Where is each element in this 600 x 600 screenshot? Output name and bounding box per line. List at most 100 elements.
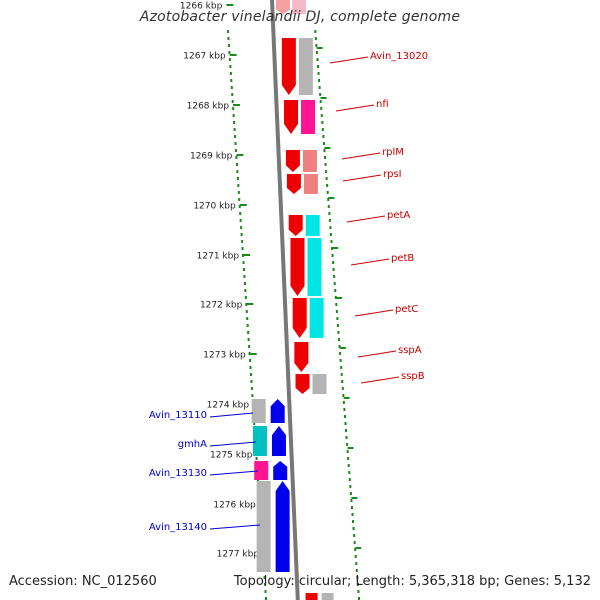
ruler-dot-right xyxy=(334,289,337,292)
ruler-dot-left xyxy=(236,177,239,180)
ruler-dot-right xyxy=(352,520,355,523)
cds-reverse-arrow xyxy=(273,461,288,480)
ruler-tick-label: 1270 kbp xyxy=(193,202,236,212)
ruler-dot-left xyxy=(237,184,240,187)
ruler-dot-left xyxy=(244,296,247,299)
ruler-dot-right xyxy=(331,254,334,257)
ruler-dot-right xyxy=(315,51,318,54)
gene-label-leader xyxy=(346,215,386,223)
ruler-dot-left xyxy=(242,261,245,264)
ruler-dot-left xyxy=(236,170,239,173)
gene-label-forward: Avin_13020 xyxy=(370,51,428,62)
gene-label-forward: petB xyxy=(391,253,414,264)
cds-forward-arrow xyxy=(292,298,307,338)
ruler-dot-right xyxy=(322,135,325,138)
ruler-dot-right xyxy=(356,576,359,579)
cds-forward-arrow xyxy=(290,238,305,296)
ruler-dot-right xyxy=(314,30,317,33)
ruler-dot-right xyxy=(319,93,322,96)
ruler-dot-right xyxy=(355,562,358,565)
ruler-dot-right xyxy=(331,247,334,250)
ruler-dot-left xyxy=(231,93,234,96)
ruler-tick-label: 1269 kbp xyxy=(190,152,233,162)
ruler-dot-right xyxy=(323,149,326,152)
cds-forward-arrow xyxy=(294,342,309,372)
ruler-dot-right xyxy=(324,163,327,166)
ruler-dot-right xyxy=(322,142,325,145)
ruler-dot-right xyxy=(324,156,327,159)
gene-label-forward: sspB xyxy=(401,371,425,382)
ruler-dot-right xyxy=(317,65,320,68)
cog-forward-block xyxy=(312,374,327,394)
gene-label-leader xyxy=(354,309,394,317)
ruler-tick-label: 1273 kbp xyxy=(203,351,246,361)
gene-label-leader xyxy=(342,174,382,182)
ruler-dot-right xyxy=(346,443,349,446)
cog-reverse-block xyxy=(254,461,269,480)
ruler-dot-right xyxy=(318,86,321,89)
cog-forward-block xyxy=(307,238,322,296)
cog-forward-block xyxy=(301,100,316,134)
ruler-dot-left xyxy=(250,380,253,383)
ruler-dot-left xyxy=(238,198,241,201)
ruler-dot-right xyxy=(356,583,359,586)
ruler-dot-right xyxy=(321,128,324,131)
cog-forward-block-partial xyxy=(292,0,306,14)
ruler-dot-left xyxy=(228,51,231,54)
gene-label-forward: petC xyxy=(395,304,418,315)
ruler-dot-right xyxy=(325,177,328,180)
ruler-dot-left xyxy=(246,317,249,320)
ruler-dot-left xyxy=(231,100,234,103)
gene-label-leader xyxy=(341,152,381,160)
ruler-dot-right xyxy=(354,555,357,558)
map-title: Azotobacter vinelandii DJ, complete geno… xyxy=(139,9,461,25)
gene-label-leader xyxy=(209,441,257,447)
ruler-dot-right xyxy=(354,548,357,551)
ruler-dot-right xyxy=(341,380,344,383)
ruler-dot-right xyxy=(344,422,347,425)
gene-label-forward: rpsI xyxy=(383,169,402,180)
ruler-dot-right xyxy=(326,184,329,187)
ruler-dot-right xyxy=(353,534,356,537)
gene-label-forward: nfi xyxy=(376,99,389,110)
genome-summary-text: Topology: circular; Length: 5,365,318 bp… xyxy=(233,574,591,589)
ruler-dot-right xyxy=(337,331,340,334)
ruler-dot-left xyxy=(229,65,232,68)
cog-reverse-block xyxy=(251,399,266,423)
ruler-dot-right xyxy=(343,408,346,411)
ruler-dot-left xyxy=(232,107,235,110)
ruler-dot-left xyxy=(230,86,233,89)
ruler-dot-right xyxy=(338,345,341,348)
gene-label-leader xyxy=(209,524,261,530)
cds-forward-arrow xyxy=(286,174,301,194)
gene-label-reverse: Avin_13130 xyxy=(149,468,207,479)
ruler-dot-left xyxy=(245,310,248,313)
ruler-dot-right xyxy=(325,170,328,173)
ruler-dot-right xyxy=(329,226,332,229)
ruler-dot-left xyxy=(248,345,251,348)
ruler-tick-label: 1277 kbp xyxy=(217,550,260,560)
ruler-dot-left xyxy=(235,156,238,159)
ruler-dot-left xyxy=(255,457,258,460)
ruler-tick-label: 1275 kbp xyxy=(210,451,253,461)
ruler-dot-left xyxy=(237,191,240,194)
ruler-dot-left xyxy=(233,128,236,131)
ruler-dot-right xyxy=(357,597,360,600)
gene-label-leader xyxy=(209,412,254,418)
ruler-dot-left xyxy=(230,79,233,82)
cds-reverse-arrow xyxy=(270,399,285,423)
cds-reverse-arrow xyxy=(271,426,286,456)
cog-forward-block xyxy=(302,150,317,172)
ruler-dot-right xyxy=(333,275,336,278)
ruler-dot-right xyxy=(340,366,343,369)
accession-text: Accession: NC_012560 xyxy=(9,574,157,589)
ruler-dot-right xyxy=(348,471,351,474)
gene-label-leader xyxy=(329,56,369,64)
gene-label-forward: petA xyxy=(387,210,410,221)
ruler-dot-left xyxy=(253,422,256,425)
ruler-dot-left xyxy=(228,58,231,61)
ruler-dot-right xyxy=(318,79,321,82)
ruler-dot-right xyxy=(350,499,353,502)
ruler-dot-left xyxy=(245,303,248,306)
cog-forward-block xyxy=(309,298,324,338)
